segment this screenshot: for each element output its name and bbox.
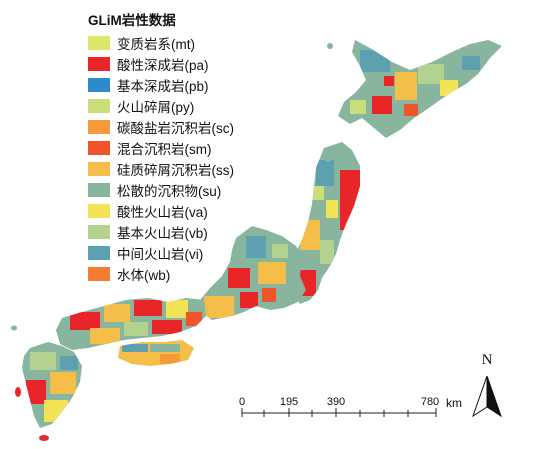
legend-label: 硅质碎屑沉积岩(ss): [117, 162, 234, 178]
scale-bar: 0 195 390 780: [238, 396, 440, 426]
legend-swatch: [88, 140, 110, 155]
legend-label: 松散的沉积物(su): [117, 183, 222, 199]
legend-swatch: [88, 203, 110, 218]
north-arrow-icon: [472, 375, 502, 418]
legend-swatch: [88, 77, 110, 92]
honshu-west-region: [56, 298, 206, 350]
legend-item: 基本火山岩(vb): [88, 221, 234, 242]
map-legend: GLiM岩性数据 变质岩系(mt) 酸性深成岩(pa) 基本深成岩(pb) 火山碎屑(…: [88, 10, 234, 284]
scale-tick-label: 195: [279, 396, 299, 408]
scale-tick-label: 780: [420, 396, 440, 408]
legend-label: 火山碎屑(py): [117, 99, 195, 115]
legend-label: 中间火山岩(vi): [117, 246, 204, 262]
legend-label: 酸性深成岩(pa): [117, 57, 209, 73]
honshu-central-region: [200, 226, 306, 320]
scale-unit: km: [446, 396, 462, 410]
north-label: N: [481, 352, 493, 368]
legend-swatch: [88, 224, 110, 239]
shikoku-island: [118, 340, 194, 366]
legend-item: 硅质碎屑沉积岩(ss): [88, 158, 234, 179]
legend-label: 混合沉积岩(sm): [117, 141, 212, 157]
small-islands: [11, 43, 333, 441]
legend-swatch: [88, 266, 110, 281]
legend-swatch: [88, 161, 110, 176]
legend-item: 酸性深成岩(pa): [88, 53, 234, 74]
legend-item: 水体(wb): [88, 263, 234, 284]
legend-item: 基本深成岩(pb): [88, 74, 234, 95]
legend-label: 碳酸盐岩沉积岩(sc): [117, 120, 234, 136]
legend-item: 酸性火山岩(va): [88, 200, 234, 221]
legend-item: 变质岩系(mt): [88, 32, 234, 53]
legend-label: 酸性火山岩(va): [117, 204, 208, 220]
legend-item: 松散的沉积物(su): [88, 179, 234, 200]
hokkaido-island: [338, 40, 502, 138]
legend-item: 混合沉积岩(sm): [88, 137, 234, 158]
legend-title: GLiM岩性数据: [88, 13, 176, 28]
scale-tick-label: 390: [326, 396, 346, 408]
legend-swatch: [88, 119, 110, 134]
legend-swatch: [88, 35, 110, 50]
legend-swatch: [88, 56, 110, 71]
legend-item: 中间火山岩(vi): [88, 242, 234, 263]
north-arrow: N: [470, 352, 504, 418]
legend-swatch: [88, 98, 110, 113]
legend-label: 水体(wb): [117, 267, 171, 283]
legend-label: 基本深成岩(pb): [117, 78, 209, 94]
legend-items: 变质岩系(mt) 酸性深成岩(pa) 基本深成岩(pb) 火山碎屑(py) 碳酸盐岩沉积…: [88, 32, 234, 284]
legend-item: 碳酸盐岩沉积岩(sc): [88, 116, 234, 137]
legend-label: 基本火山岩(vb): [117, 225, 208, 241]
scale-bar-graphic: [241, 408, 437, 417]
scale-tick-label: 0: [238, 396, 246, 408]
kyushu-island: [22, 342, 82, 428]
legend-item: 火山碎屑(py): [88, 95, 234, 116]
legend-swatch: [88, 245, 110, 260]
legend-label: 变质岩系(mt): [117, 36, 195, 52]
legend-swatch: [88, 182, 110, 197]
